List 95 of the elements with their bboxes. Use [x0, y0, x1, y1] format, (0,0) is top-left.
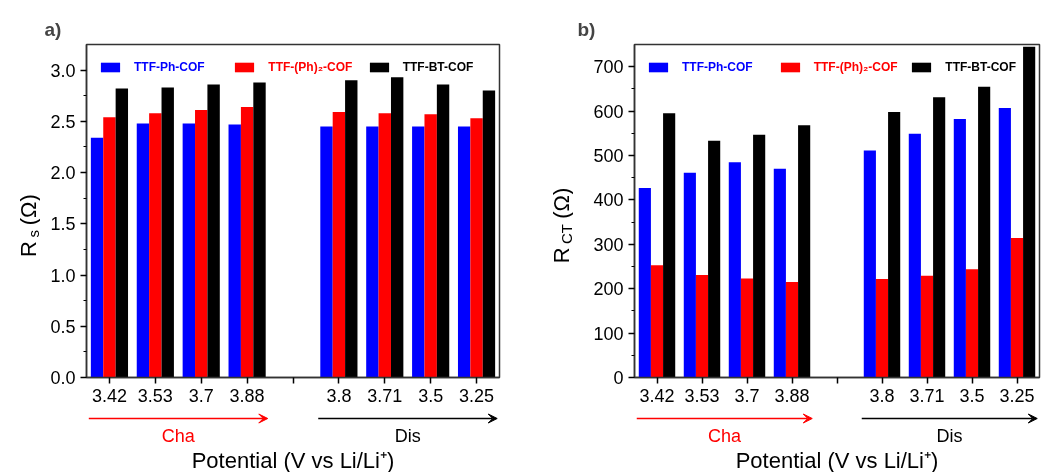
x-tick-label: 3.7 — [188, 385, 214, 406]
chart-title: a) — [44, 18, 62, 40]
x-tick-label: 3.53 — [684, 385, 720, 406]
bar — [424, 114, 437, 378]
bar — [366, 126, 379, 378]
x-tick-label: 3.5 — [418, 385, 444, 406]
bar — [470, 118, 483, 378]
text: Dis — [394, 425, 421, 446]
bar — [953, 119, 966, 378]
legend-label: TTF-(Ph)₂-COF — [813, 60, 898, 74]
bar — [195, 110, 208, 378]
x-tick-label: 3.8 — [326, 385, 352, 406]
y-tick-label: 3.0 — [50, 60, 76, 81]
bar — [161, 87, 174, 378]
bar — [740, 278, 754, 378]
legend-label: TTF-BT-COF — [402, 60, 474, 74]
bar — [332, 112, 346, 378]
bar — [149, 113, 162, 378]
bar — [240, 107, 254, 378]
bar — [1023, 46, 1036, 378]
bar — [728, 162, 741, 378]
bar — [695, 274, 709, 378]
y-tick-label: 1.5 — [50, 214, 76, 235]
legend-label: TTF-(Ph)₂-COF — [268, 60, 353, 74]
x-tick-label: 3.71 — [909, 385, 945, 406]
bar — [965, 269, 979, 378]
x-tick-label: 3.88 — [229, 385, 265, 406]
bar — [482, 90, 496, 378]
bar — [182, 123, 196, 378]
bar — [798, 125, 811, 378]
x-axis-title: Potential (V vs Li/Li⁺) — [735, 447, 939, 472]
bar — [998, 107, 1011, 378]
x-tick-label: 3.8 — [869, 385, 895, 406]
bar — [228, 124, 241, 378]
x-tick-label: 3.7 — [734, 385, 760, 406]
y-tick-label: 1.0 — [50, 265, 76, 286]
bar — [345, 80, 358, 378]
y-axis-title: RCT (Ω) — [549, 187, 575, 264]
x-axis-title: Potential (V vs Li/Li⁺) — [191, 447, 395, 472]
bar — [753, 134, 766, 378]
legend-label: TTF-BT-COF — [945, 60, 1016, 74]
bar — [378, 113, 391, 378]
bar — [457, 126, 471, 378]
y-tick-label: 300 — [593, 234, 624, 255]
x-tick-label: 3.25 — [459, 385, 495, 406]
bar — [650, 265, 664, 378]
bar — [875, 278, 889, 378]
y-tick-label: 200 — [593, 279, 624, 300]
text: Cha — [161, 425, 196, 446]
bar — [412, 126, 425, 378]
bar — [136, 123, 150, 378]
bar — [888, 111, 901, 378]
x-tick-label: 3.71 — [367, 385, 403, 406]
bar — [933, 97, 946, 378]
bar — [638, 187, 651, 378]
y-tick-label: 0 — [613, 368, 624, 388]
y-tick-label: 500 — [593, 146, 624, 166]
x-tick-label: 3.42 — [639, 385, 675, 406]
text: Cha — [707, 425, 742, 446]
x-tick-label: 3.42 — [91, 385, 127, 406]
y-tick-label: 600 — [593, 101, 624, 122]
bar — [436, 84, 450, 378]
bar — [785, 282, 799, 378]
bar — [1010, 238, 1024, 378]
bar — [390, 77, 404, 378]
y-tick-label: 0.5 — [50, 316, 76, 337]
bar — [908, 133, 921, 378]
y-tick-label: 0.0 — [50, 368, 76, 388]
chart-title: b) — [577, 18, 596, 40]
y-axis-title: Rs (Ω) — [16, 194, 42, 257]
bar — [207, 84, 220, 378]
y-tick-label: 2.0 — [50, 163, 76, 184]
bar — [115, 88, 129, 378]
x-tick-label: 3.88 — [774, 385, 810, 406]
y-tick-label: 100 — [593, 323, 624, 344]
y-tick-label: 700 — [593, 57, 624, 78]
bar — [683, 172, 696, 378]
bar — [773, 168, 786, 378]
x-tick-label: 3.5 — [959, 385, 985, 406]
legend-label: TTF-Ph-COF — [682, 60, 753, 74]
x-tick-label: 3.53 — [137, 385, 173, 406]
bar — [90, 137, 104, 378]
bar — [103, 117, 116, 378]
bar — [320, 126, 333, 378]
x-tick-label: 3.25 — [999, 385, 1035, 406]
bar — [708, 140, 721, 378]
bar — [253, 82, 266, 378]
y-tick-label: 400 — [593, 190, 624, 211]
bar — [978, 86, 991, 378]
bar — [920, 275, 934, 378]
bar — [663, 113, 676, 378]
bar — [863, 150, 876, 378]
y-tick-label: 2.5 — [50, 111, 76, 132]
legend-label: TTF-Ph-COF — [134, 60, 205, 74]
text: Dis — [936, 425, 963, 446]
